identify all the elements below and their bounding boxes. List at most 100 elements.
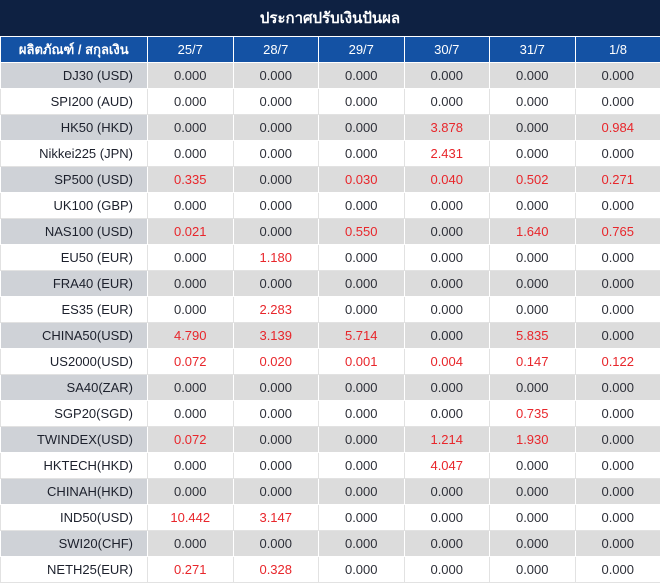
product-cell: CHINA50(USD) bbox=[0, 322, 148, 349]
product-cell: NAS100 (USD) bbox=[0, 218, 148, 245]
value-cell: 0.000 bbox=[147, 192, 234, 219]
value-cell: 0.000 bbox=[232, 426, 319, 453]
value-cell: 0.000 bbox=[489, 62, 576, 89]
value-cell: 0.000 bbox=[232, 140, 319, 167]
value-cell: 0.000 bbox=[318, 530, 405, 557]
value-cell: 0.000 bbox=[147, 452, 234, 479]
value-cell: 5.835 bbox=[489, 322, 576, 349]
value-cell: 0.765 bbox=[574, 218, 660, 245]
value-cell: 0.000 bbox=[403, 322, 490, 349]
table-row: SGP20(SGD) 0.000 0.000 0.000 0.000 0.735 0.000 bbox=[0, 400, 660, 427]
value-cell: 4.047 bbox=[403, 452, 490, 479]
value-cell: 0.000 bbox=[147, 374, 234, 401]
value-cell: 4.790 bbox=[147, 322, 234, 349]
value-cell: 0.000 bbox=[489, 478, 576, 505]
table-row: Nikkei225 (JPN) 0.000 0.000 0.000 2.431 0.000… bbox=[0, 140, 660, 167]
date-column-header: 29/7 bbox=[318, 36, 405, 63]
value-cell: 0.000 bbox=[403, 400, 490, 427]
product-currency-header: ผลิตภัณฑ์ / สกุลเงิน bbox=[0, 36, 148, 63]
value-cell: 0.147 bbox=[489, 348, 576, 375]
value-cell: 0.000 bbox=[232, 192, 319, 219]
value-cell: 0.000 bbox=[318, 244, 405, 271]
value-cell: 1.180 bbox=[232, 244, 319, 271]
value-cell: 0.000 bbox=[318, 296, 405, 323]
value-cell: 0.000 bbox=[318, 270, 405, 297]
value-cell: 0.000 bbox=[318, 556, 405, 583]
value-cell: 1.930 bbox=[489, 426, 576, 453]
table-row: IND50(USD) 10.442 3.147 0.000 0.000 0.000 0.00… bbox=[0, 504, 660, 531]
product-cell: SP500 (USD) bbox=[0, 166, 148, 193]
value-cell: 0.000 bbox=[403, 270, 490, 297]
table-row: HKTECH(HKD) 0.000 0.000 0.000 4.047 0.000 0.00… bbox=[0, 452, 660, 479]
product-cell: US2000(USD) bbox=[0, 348, 148, 375]
product-cell: UK100 (GBP) bbox=[0, 192, 148, 219]
value-cell: 0.000 bbox=[147, 244, 234, 271]
product-cell: SA40(ZAR) bbox=[0, 374, 148, 401]
product-cell: SWI20(CHF) bbox=[0, 530, 148, 557]
date-column-header: 30/7 bbox=[403, 36, 490, 63]
value-cell: 0.000 bbox=[574, 530, 660, 557]
value-cell: 1.640 bbox=[489, 218, 576, 245]
value-cell: 0.000 bbox=[232, 530, 319, 557]
date-column-header: 25/7 bbox=[147, 36, 234, 63]
value-cell: 0.000 bbox=[147, 530, 234, 557]
value-cell: 0.000 bbox=[489, 504, 576, 531]
product-cell: IND50(USD) bbox=[0, 504, 148, 531]
value-cell: 0.000 bbox=[489, 374, 576, 401]
value-cell: 1.214 bbox=[403, 426, 490, 453]
value-cell: 0.000 bbox=[403, 478, 490, 505]
value-cell: 2.431 bbox=[403, 140, 490, 167]
value-cell: 0.000 bbox=[574, 88, 660, 115]
value-cell: 3.878 bbox=[403, 114, 490, 141]
value-cell: 0.000 bbox=[318, 88, 405, 115]
value-cell: 0.000 bbox=[489, 296, 576, 323]
table-row: SPI200 (AUD) 0.000 0.000 0.000 0.000 0.000 0.0… bbox=[0, 88, 660, 115]
table-row: CHINAH(HKD) 0.000 0.000 0.000 0.000 0.000 0.00… bbox=[0, 478, 660, 505]
value-cell: 0.000 bbox=[232, 400, 319, 427]
value-cell: 0.000 bbox=[489, 556, 576, 583]
value-cell: 0.000 bbox=[403, 218, 490, 245]
product-cell: SGP20(SGD) bbox=[0, 400, 148, 427]
value-cell: 0.335 bbox=[147, 166, 234, 193]
value-cell: 0.072 bbox=[147, 426, 234, 453]
value-cell: 0.000 bbox=[147, 400, 234, 427]
value-cell: 0.000 bbox=[318, 374, 405, 401]
value-cell: 2.283 bbox=[232, 296, 319, 323]
table-row: TWINDEX(USD) 0.072 0.000 0.000 1.214 1.930 0.0… bbox=[0, 426, 660, 453]
value-cell: 0.000 bbox=[574, 192, 660, 219]
value-cell: 0.000 bbox=[574, 556, 660, 583]
value-cell: 0.000 bbox=[232, 114, 319, 141]
value-cell: 0.984 bbox=[574, 114, 660, 141]
value-cell: 0.000 bbox=[489, 88, 576, 115]
value-cell: 0.000 bbox=[318, 400, 405, 427]
table-row: CHINA50(USD) 4.790 3.139 5.714 0.000 5.835 0.0… bbox=[0, 322, 660, 349]
value-cell: 0.000 bbox=[318, 426, 405, 453]
value-cell: 3.139 bbox=[232, 322, 319, 349]
value-cell: 0.000 bbox=[318, 478, 405, 505]
value-cell: 0.072 bbox=[147, 348, 234, 375]
value-cell: 0.000 bbox=[147, 478, 234, 505]
value-cell: 0.000 bbox=[574, 140, 660, 167]
value-cell: 0.020 bbox=[232, 348, 319, 375]
value-cell: 0.328 bbox=[232, 556, 319, 583]
value-cell: 0.030 bbox=[318, 166, 405, 193]
value-cell: 0.000 bbox=[489, 530, 576, 557]
product-cell: DJ30 (USD) bbox=[0, 62, 148, 89]
value-cell: 0.000 bbox=[574, 374, 660, 401]
value-cell: 0.040 bbox=[403, 166, 490, 193]
value-cell: 0.000 bbox=[232, 62, 319, 89]
value-cell: 0.271 bbox=[147, 556, 234, 583]
value-cell: 5.714 bbox=[318, 322, 405, 349]
value-cell: 0.000 bbox=[147, 296, 234, 323]
value-cell: 0.502 bbox=[489, 166, 576, 193]
value-cell: 0.000 bbox=[403, 192, 490, 219]
value-cell: 0.000 bbox=[574, 504, 660, 531]
value-cell: 0.000 bbox=[318, 452, 405, 479]
table-row: SWI20(CHF) 0.000 0.000 0.000 0.000 0.000 0.000 bbox=[0, 530, 660, 557]
value-cell: 0.000 bbox=[147, 114, 234, 141]
value-cell: 0.000 bbox=[403, 556, 490, 583]
dividend-table: ผลิตภัณฑ์ / สกุลเงิน 25/7 28/7 29/7 30/7… bbox=[0, 36, 660, 583]
value-cell: 0.000 bbox=[403, 244, 490, 271]
value-cell: 0.000 bbox=[318, 62, 405, 89]
